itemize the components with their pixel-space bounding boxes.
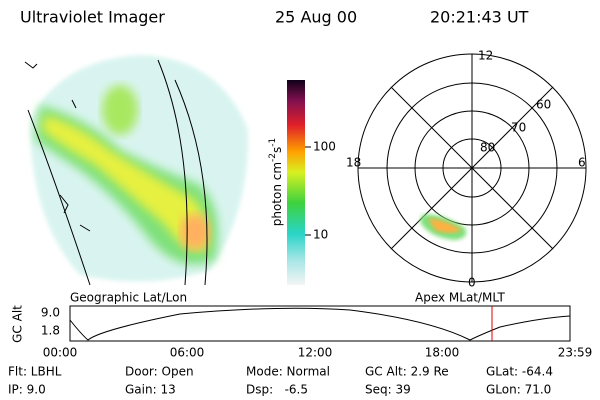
colorbar-tick-label: 100 (313, 140, 336, 154)
time-tick: 18:00 (425, 346, 460, 360)
footer-field: Seq: 39 (365, 383, 411, 397)
time: 20:21:43 UT (430, 8, 529, 27)
colorbar-tick-label: 10 (313, 228, 328, 242)
time-tick: 06:00 (170, 346, 205, 360)
lat-label: 60 (536, 98, 551, 112)
altitude-box (69, 305, 571, 342)
altitude-curve (69, 307, 571, 341)
auroral-image (24, 55, 249, 286)
mlt-label: 12 (478, 49, 493, 63)
mlt-label: 6 (578, 156, 586, 170)
colorbar (287, 80, 305, 285)
panel-label: Geographic Lat/Lon (70, 291, 187, 305)
footer-field: Door: Open (125, 365, 194, 379)
date: 25 Aug 00 (275, 8, 357, 27)
lat-label: 70 (511, 121, 526, 135)
polar-aurora (420, 214, 467, 240)
mlt-label: 18 (346, 156, 361, 170)
instrument-title: Ultraviolet Imager (20, 8, 165, 27)
footer-field: Gain: 13 (125, 383, 176, 397)
panel-label: Apex MLat/MLT (415, 291, 505, 305)
footer-field: Flt: LBHL (8, 365, 62, 379)
altitude-tick: 1.8 (41, 324, 60, 338)
lat-label: 80 (480, 141, 495, 155)
footer-field: GC Alt: 2.9 Re (365, 365, 449, 379)
footer-field: GLon: 71.0 (486, 383, 551, 397)
footer-field: Mode: Normal (246, 365, 330, 379)
footer-field: Dsp: -6.5 (246, 383, 308, 397)
footer-field: GLat: -64.4 (486, 365, 553, 379)
altitude-tick: 9.0 (41, 306, 60, 320)
footer-field: IP: 9.0 (8, 383, 46, 397)
time-tick: 23:59 (558, 346, 593, 360)
polar-grid (357, 53, 587, 283)
time-tick: 00:00 (43, 346, 78, 360)
time-tick: 12:00 (298, 346, 333, 360)
mlt-label: 0 (468, 276, 476, 290)
altitude-label: GC Alt (11, 305, 25, 343)
colorbar-unit: photon cm-2s-1 (268, 138, 284, 227)
